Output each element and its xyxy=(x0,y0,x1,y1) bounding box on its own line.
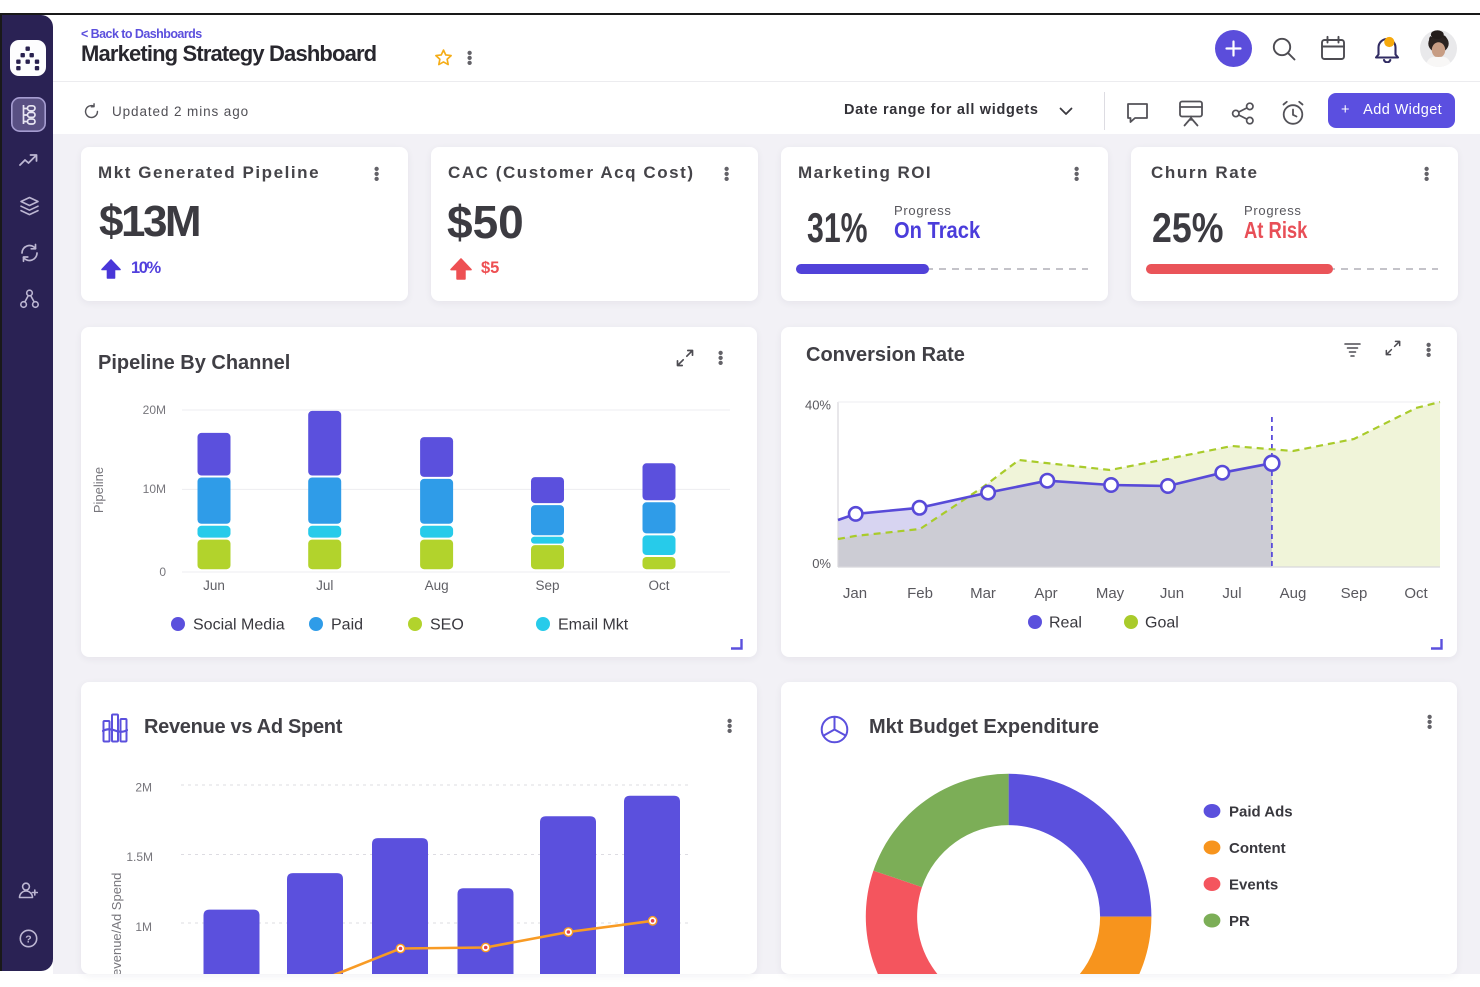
svg-text:?: ? xyxy=(25,933,31,945)
svg-text:Apr: Apr xyxy=(1034,585,1057,602)
svg-text:Real: Real xyxy=(1049,615,1082,632)
svg-text:Email Mkt: Email Mkt xyxy=(558,617,629,634)
svg-text:1M: 1M xyxy=(135,920,152,934)
svg-text:Pipeline: Pipeline xyxy=(91,467,106,513)
svg-text:Aug: Aug xyxy=(1280,585,1307,602)
svg-text:Goal: Goal xyxy=(1145,615,1179,632)
svg-text:Aug: Aug xyxy=(425,578,449,593)
svg-text:PR: PR xyxy=(1229,913,1250,930)
svg-text:2M: 2M xyxy=(135,781,152,795)
svg-text:10M: 10M xyxy=(143,482,166,496)
svg-text:Jun: Jun xyxy=(1160,585,1184,602)
svg-text:Revenue/Ad Spend: Revenue/Ad Spend xyxy=(109,873,124,974)
svg-text:Sep: Sep xyxy=(1341,585,1368,602)
svg-text:Paid Ads: Paid Ads xyxy=(1229,804,1293,821)
svg-text:Sep: Sep xyxy=(535,578,559,593)
svg-text:Content: Content xyxy=(1229,840,1286,857)
svg-text:1.5M: 1.5M xyxy=(126,850,153,864)
svg-text:Paid: Paid xyxy=(331,617,363,634)
svg-text:Mar: Mar xyxy=(970,585,996,602)
svg-text:Feb: Feb xyxy=(907,585,933,602)
svg-text:0%: 0% xyxy=(812,556,831,571)
svg-text:Jan: Jan xyxy=(843,585,867,602)
svg-text:0: 0 xyxy=(159,565,166,579)
svg-text:Oct: Oct xyxy=(648,578,669,593)
svg-text:Social Media: Social Media xyxy=(193,617,285,634)
svg-text:Jun: Jun xyxy=(203,578,225,593)
svg-text:May: May xyxy=(1096,585,1125,602)
svg-text:Jul: Jul xyxy=(316,578,333,593)
svg-text:SEO: SEO xyxy=(430,617,464,634)
svg-text:Events: Events xyxy=(1229,877,1278,894)
svg-text:20M: 20M xyxy=(143,403,166,417)
svg-text:Jul: Jul xyxy=(1222,585,1241,602)
svg-text:Oct: Oct xyxy=(1404,585,1428,602)
svg-text:40%: 40% xyxy=(805,398,831,413)
